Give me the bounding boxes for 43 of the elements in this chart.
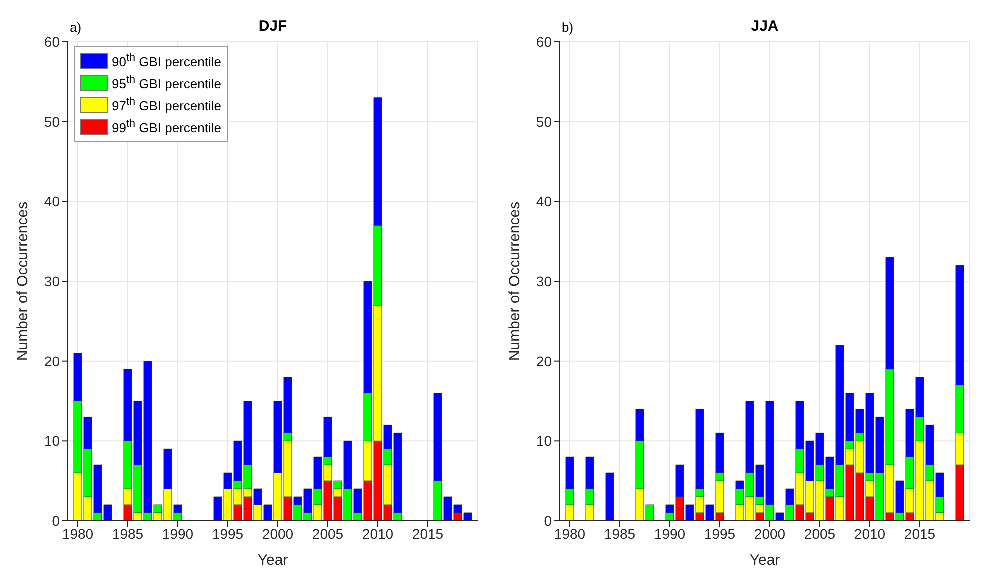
x-tick-label: 1995 — [704, 526, 736, 542]
y-tick-label: 40 — [536, 194, 552, 210]
y-tick-label: 40 — [44, 194, 60, 210]
y-tick-label: 10 — [44, 433, 60, 450]
x-tick-label: 1980 — [62, 526, 94, 542]
x-tick-label: 1990 — [162, 526, 194, 542]
x-tick-label: 2000 — [262, 526, 294, 542]
x-axis-title: Year — [750, 552, 780, 569]
x-tick-label: 1990 — [654, 526, 686, 542]
x-tick-label: 1995 — [212, 526, 244, 542]
y-tick-label: 30 — [536, 273, 552, 290]
y-tick-label: 10 — [536, 433, 552, 450]
text: b) — [562, 20, 574, 35]
x-tick-label: 2015 — [904, 526, 936, 542]
y-tick-label: 20 — [536, 353, 552, 370]
x-tick-label: 2010 — [854, 526, 886, 542]
y-tick-label: 0 — [52, 512, 60, 529]
text: a) — [70, 20, 82, 35]
chart-title: JJA — [751, 18, 779, 35]
y-tick-label: 60 — [536, 34, 552, 50]
x-tick-label: 1985 — [112, 526, 144, 542]
y-tick-label: 50 — [44, 114, 60, 130]
legend-label: 90$^{th}$ GBI percentile — [112, 52, 222, 70]
y-tick-label: 60 — [44, 34, 60, 50]
x-tick-label: 2000 — [754, 526, 786, 542]
y-tick-label: 30 — [44, 273, 60, 290]
x-tick-label: 1980 — [554, 526, 586, 542]
y-tick-label: 20 — [44, 353, 60, 370]
x-tick-label: 2010 — [362, 526, 394, 542]
bar — [606, 472, 614, 521]
y-tick-label: 50 — [536, 114, 552, 130]
legend-label: 97$^{th}$ GBI percentile — [112, 96, 222, 114]
x-tick-label: 2005 — [804, 526, 836, 542]
y-axis-title: Number of Occurrences — [14, 202, 32, 362]
chart-title: DJF — [258, 18, 288, 35]
x-axis-title: Year — [258, 552, 288, 569]
legend-label: 95$^{th}$ GBI percentile — [112, 74, 222, 92]
x-tick-label: 1985 — [604, 526, 636, 542]
x-tick-label: 2015 — [412, 526, 444, 542]
y-tick-label: 0 — [544, 512, 552, 529]
y-axis-title: Number of Occurrences — [506, 202, 524, 362]
legend-label: 99$^{th}$ GBI percentile — [112, 118, 222, 136]
x-tick-label: 2005 — [312, 526, 344, 542]
